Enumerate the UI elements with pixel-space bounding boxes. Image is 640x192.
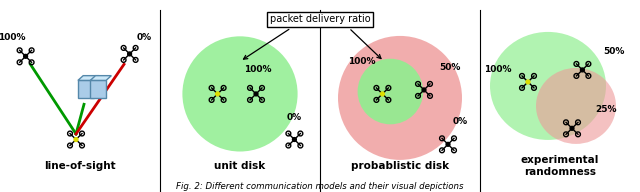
Circle shape	[526, 80, 530, 84]
Text: 0%: 0%	[287, 113, 302, 122]
Polygon shape	[90, 76, 111, 80]
Ellipse shape	[338, 36, 462, 160]
Text: 100%: 100%	[244, 65, 271, 74]
Circle shape	[422, 88, 426, 92]
Circle shape	[380, 92, 384, 96]
Polygon shape	[78, 80, 93, 98]
Circle shape	[254, 92, 258, 96]
Text: 0%: 0%	[452, 117, 468, 126]
Text: line-of-sight: line-of-sight	[44, 161, 116, 171]
Text: 100%: 100%	[484, 65, 511, 74]
Circle shape	[570, 126, 574, 130]
Circle shape	[580, 68, 584, 72]
Circle shape	[446, 142, 450, 146]
Text: 50%: 50%	[439, 63, 460, 72]
Circle shape	[128, 52, 132, 56]
Text: 25%: 25%	[596, 105, 617, 114]
Text: probablistic disk: probablistic disk	[351, 161, 449, 171]
Ellipse shape	[490, 32, 606, 140]
Ellipse shape	[358, 59, 423, 124]
Text: packet delivery ratio: packet delivery ratio	[269, 14, 371, 24]
Circle shape	[292, 138, 296, 142]
Polygon shape	[90, 80, 106, 98]
Circle shape	[74, 138, 78, 142]
Circle shape	[24, 54, 28, 58]
Circle shape	[182, 36, 298, 151]
Text: 50%: 50%	[604, 47, 625, 56]
Text: 100%: 100%	[348, 57, 375, 66]
Text: 100%: 100%	[0, 33, 26, 42]
Text: 0%: 0%	[136, 33, 152, 42]
Ellipse shape	[536, 68, 616, 144]
Text: experimental
randomness: experimental randomness	[521, 155, 599, 177]
Text: unit disk: unit disk	[214, 161, 266, 171]
Text: Fig. 2: Different communication models and their visual depictions: Fig. 2: Different communication models a…	[176, 182, 464, 191]
Polygon shape	[78, 76, 99, 80]
Circle shape	[216, 92, 220, 96]
